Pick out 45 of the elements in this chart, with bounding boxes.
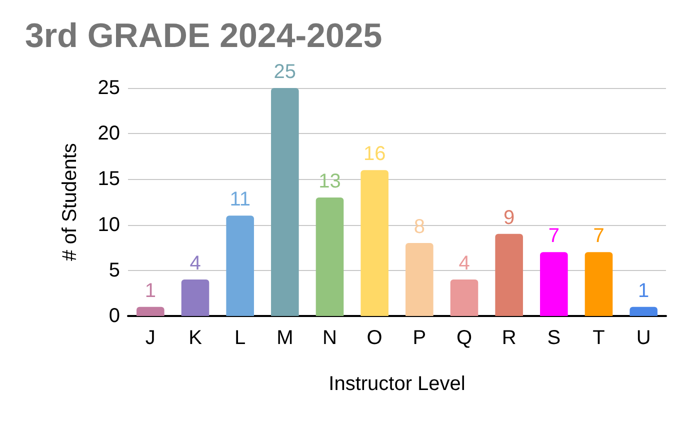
bar bbox=[226, 216, 254, 316]
bar bbox=[181, 280, 210, 316]
x-tick-label: R bbox=[502, 327, 516, 349]
y-tick-label: 20 bbox=[98, 122, 120, 145]
data-label: 16 bbox=[363, 143, 386, 166]
data-label: 11 bbox=[230, 188, 250, 211]
bar bbox=[271, 88, 299, 316]
x-tick-label: J bbox=[145, 327, 156, 349]
data-label: 1 bbox=[144, 280, 156, 302]
y-tick-label: 15 bbox=[98, 168, 120, 190]
bar bbox=[406, 243, 434, 316]
x-tick-label: O bbox=[366, 327, 382, 349]
data-label: 1 bbox=[638, 280, 650, 302]
data-label: 25 bbox=[274, 61, 296, 83]
x-tick-label: U bbox=[636, 327, 651, 349]
y-axis-title: # of Students bbox=[59, 143, 81, 261]
data-label: 4 bbox=[190, 252, 201, 275]
y-tick-label: 5 bbox=[108, 259, 120, 282]
bar bbox=[136, 306, 164, 316]
bar bbox=[584, 252, 613, 316]
x-tick-label: M bbox=[276, 327, 294, 349]
y-tick-label: 10 bbox=[98, 214, 120, 236]
data-label: 13 bbox=[318, 170, 341, 192]
chart-title: 3rd GRADE 2024-2025 bbox=[25, 17, 382, 55]
x-tick-label: Q bbox=[456, 327, 472, 349]
data-label: 8 bbox=[414, 216, 425, 238]
data-label: 7 bbox=[593, 225, 604, 248]
bar bbox=[316, 197, 344, 316]
bar bbox=[450, 280, 478, 316]
bar bbox=[360, 170, 388, 316]
x-tick-label: S bbox=[547, 327, 561, 349]
data-label: 7 bbox=[548, 225, 560, 248]
y-tick-label: 0 bbox=[108, 305, 120, 327]
bar bbox=[495, 234, 523, 316]
x-tick-label: N bbox=[322, 327, 337, 349]
x-tick-label: K bbox=[188, 327, 203, 349]
x-tick-label: P bbox=[412, 327, 426, 349]
data-label: 4 bbox=[458, 252, 470, 275]
bar bbox=[540, 252, 568, 316]
data-label: 9 bbox=[504, 206, 515, 229]
x-tick-label: L bbox=[234, 327, 246, 349]
y-tick-label: 25 bbox=[98, 77, 120, 99]
x-axis-title: Instructor Level bbox=[328, 373, 466, 395]
bar bbox=[630, 306, 658, 316]
x-tick-label: T bbox=[592, 327, 605, 349]
